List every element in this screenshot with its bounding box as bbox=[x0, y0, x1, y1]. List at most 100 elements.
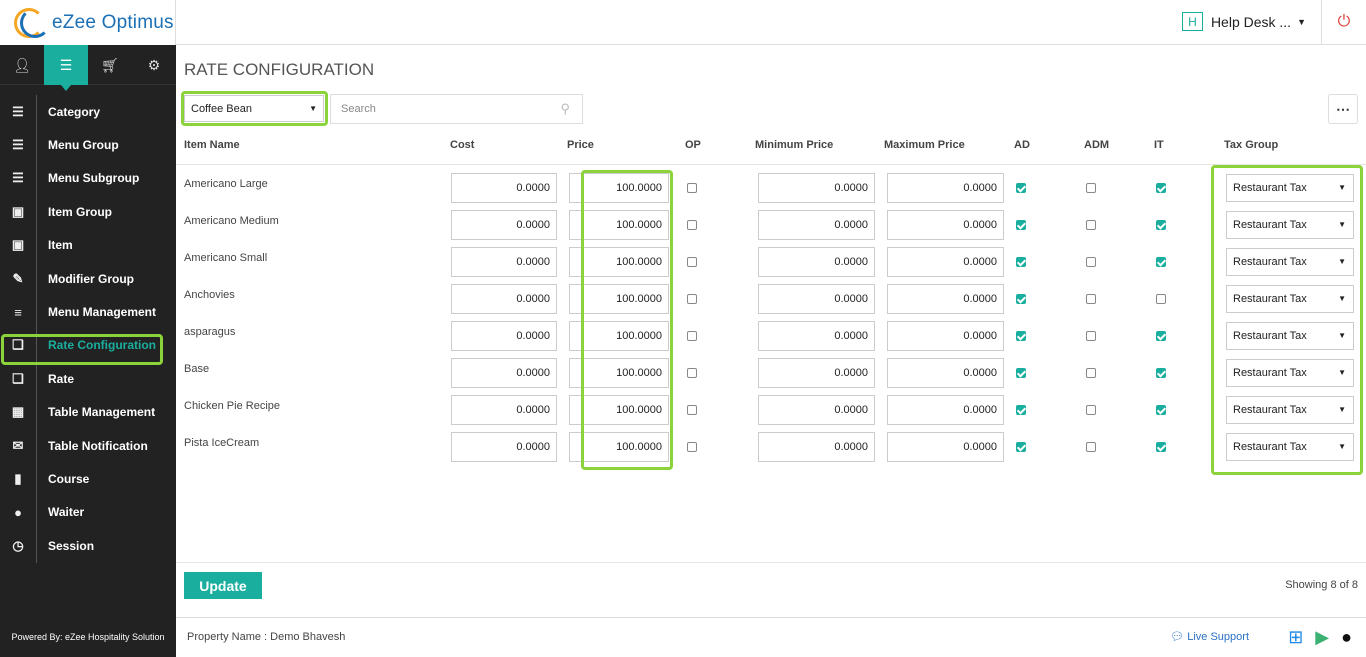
price-input[interactable]: 100.0000 bbox=[569, 395, 669, 425]
adm-checkbox[interactable] bbox=[1086, 220, 1096, 230]
op-checkbox[interactable] bbox=[687, 294, 697, 304]
adm-checkbox[interactable] bbox=[1086, 183, 1096, 193]
price-input[interactable]: 100.0000 bbox=[569, 432, 669, 462]
op-checkbox[interactable] bbox=[687, 331, 697, 341]
op-checkbox[interactable] bbox=[687, 442, 697, 452]
sidebar-item-course[interactable]: ▮ Course bbox=[0, 462, 176, 495]
app-logo[interactable]: eZee Optimus bbox=[0, 0, 176, 45]
tax-group-select[interactable]: Restaurant Tax ▼ bbox=[1226, 322, 1354, 350]
update-button[interactable]: Update bbox=[184, 572, 262, 599]
minimum-price-input[interactable]: 0.0000 bbox=[758, 432, 875, 462]
op-checkbox[interactable] bbox=[687, 405, 697, 415]
sidebar-item-waiter[interactable]: ● Waiter bbox=[0, 496, 176, 529]
maximum-price-input[interactable]: 0.0000 bbox=[887, 395, 1004, 425]
help-desk-menu[interactable]: H Help Desk ... ▼ bbox=[1181, 12, 1306, 31]
adm-checkbox[interactable] bbox=[1086, 257, 1096, 267]
minimum-price-input[interactable]: 0.0000 bbox=[758, 210, 875, 240]
live-support-link[interactable]: 💬︎ Live Support bbox=[1170, 631, 1249, 643]
ad-checkbox[interactable] bbox=[1016, 368, 1026, 378]
minimum-price-input[interactable]: 0.0000 bbox=[758, 247, 875, 277]
sidebar-item-menu-group[interactable]: ☰ Menu Group bbox=[0, 128, 176, 161]
price-input[interactable]: 100.0000 bbox=[569, 247, 669, 277]
price-input[interactable]: 100.0000 bbox=[569, 173, 669, 203]
adm-checkbox[interactable] bbox=[1086, 405, 1096, 415]
cost-input[interactable]: 0.0000 bbox=[451, 321, 557, 351]
ad-checkbox[interactable] bbox=[1016, 405, 1026, 415]
it-checkbox[interactable] bbox=[1156, 183, 1166, 193]
sidebar-item-table-notification[interactable]: ✉ Table Notification bbox=[0, 429, 176, 462]
ad-checkbox[interactable] bbox=[1016, 331, 1026, 341]
tax-group-select[interactable]: Restaurant Tax ▼ bbox=[1226, 248, 1354, 276]
maximum-price-input[interactable]: 0.0000 bbox=[887, 284, 1004, 314]
minimum-price-input[interactable]: 0.0000 bbox=[758, 358, 875, 388]
ad-checkbox[interactable] bbox=[1016, 183, 1026, 193]
tax-group-select[interactable]: Restaurant Tax ▼ bbox=[1226, 433, 1354, 461]
it-checkbox[interactable] bbox=[1156, 368, 1166, 378]
price-input[interactable]: 100.0000 bbox=[569, 284, 669, 314]
menu-icon[interactable]: ☰ bbox=[44, 45, 88, 91]
ad-checkbox[interactable] bbox=[1016, 294, 1026, 304]
it-checkbox[interactable] bbox=[1156, 405, 1166, 415]
it-checkbox[interactable] bbox=[1156, 331, 1166, 341]
maximum-price-input[interactable]: 0.0000 bbox=[887, 247, 1004, 277]
op-checkbox[interactable] bbox=[687, 220, 697, 230]
user-icon[interactable]: 👤︎ bbox=[13, 56, 31, 73]
tax-group-select[interactable]: Restaurant Tax ▼ bbox=[1226, 285, 1354, 313]
it-checkbox[interactable] bbox=[1156, 442, 1166, 452]
ad-checkbox[interactable] bbox=[1016, 442, 1026, 452]
power-icon[interactable]: ⏻ bbox=[1321, 0, 1366, 44]
sidebar-item-rate-configuration[interactable]: ❏ Rate Configuration bbox=[0, 329, 176, 362]
sidebar-item-modifier-group[interactable]: ✎ Modifier Group bbox=[0, 262, 176, 295]
adm-checkbox[interactable] bbox=[1086, 294, 1096, 304]
it-checkbox[interactable] bbox=[1156, 220, 1166, 230]
price-input[interactable]: 100.0000 bbox=[569, 358, 669, 388]
cost-input[interactable]: 0.0000 bbox=[451, 284, 557, 314]
cost-input[interactable]: 0.0000 bbox=[451, 173, 557, 203]
ad-checkbox[interactable] bbox=[1016, 257, 1026, 267]
minimum-price-input[interactable]: 0.0000 bbox=[758, 395, 875, 425]
op-checkbox[interactable] bbox=[687, 257, 697, 267]
it-checkbox[interactable] bbox=[1156, 257, 1166, 267]
it-checkbox[interactable] bbox=[1156, 294, 1166, 304]
tax-group-select[interactable]: Restaurant Tax ▼ bbox=[1226, 211, 1354, 239]
sidebar-item-menu-management[interactable]: ≡ Menu Management bbox=[0, 295, 176, 328]
cart-icon[interactable]: 🛒︎ bbox=[101, 56, 119, 73]
more-options-button[interactable]: ⋯ bbox=[1328, 94, 1358, 124]
cost-input[interactable]: 0.0000 bbox=[451, 358, 557, 388]
op-checkbox[interactable] bbox=[687, 183, 697, 193]
cost-input[interactable]: 0.0000 bbox=[451, 210, 557, 240]
cost-input[interactable]: 0.0000 bbox=[451, 247, 557, 277]
category-filter-select[interactable]: Coffee Bean ▼ bbox=[184, 95, 324, 122]
maximum-price-input[interactable]: 0.0000 bbox=[887, 173, 1004, 203]
minimum-price-input[interactable]: 0.0000 bbox=[758, 321, 875, 351]
adm-checkbox[interactable] bbox=[1086, 331, 1096, 341]
maximum-price-input[interactable]: 0.0000 bbox=[887, 358, 1004, 388]
play-store-icon[interactable]: ▶ bbox=[1315, 627, 1330, 647]
adm-checkbox[interactable] bbox=[1086, 368, 1096, 378]
minimum-price-input[interactable]: 0.0000 bbox=[758, 173, 875, 203]
cost-input[interactable]: 0.0000 bbox=[451, 395, 557, 425]
windows-icon[interactable]: ⊞ bbox=[1288, 627, 1304, 647]
maximum-price-input[interactable]: 0.0000 bbox=[887, 321, 1004, 351]
sidebar-item-item[interactable]: ▣ Item bbox=[0, 229, 176, 262]
sidebar-item-table-management[interactable]: ▦ Table Management bbox=[0, 396, 176, 429]
maximum-price-input[interactable]: 0.0000 bbox=[887, 432, 1004, 462]
price-input[interactable]: 100.0000 bbox=[569, 321, 669, 351]
tax-group-select[interactable]: Restaurant Tax ▼ bbox=[1226, 174, 1354, 202]
ad-checkbox[interactable] bbox=[1016, 220, 1026, 230]
sidebar-item-menu-subgroup[interactable]: ☰ Menu Subgroup bbox=[0, 162, 176, 195]
op-checkbox[interactable] bbox=[687, 368, 697, 378]
gear-icon[interactable]: ⚙ bbox=[147, 56, 161, 73]
sidebar-item-session[interactable]: ◷ Session bbox=[0, 529, 176, 562]
cost-input[interactable]: 0.0000 bbox=[451, 432, 557, 462]
minimum-price-input[interactable]: 0.0000 bbox=[758, 284, 875, 314]
tax-group-select[interactable]: Restaurant Tax ▼ bbox=[1226, 396, 1354, 424]
price-input[interactable]: 100.0000 bbox=[569, 210, 669, 240]
apple-icon[interactable]: ● bbox=[1341, 627, 1352, 647]
search-input[interactable]: Search ⚲ bbox=[330, 94, 583, 124]
sidebar-item-category[interactable]: ☰ Category bbox=[0, 95, 176, 128]
sidebar-item-rate[interactable]: ❏ Rate bbox=[0, 362, 176, 395]
adm-checkbox[interactable] bbox=[1086, 442, 1096, 452]
tax-group-select[interactable]: Restaurant Tax ▼ bbox=[1226, 359, 1354, 387]
sidebar-item-item-group[interactable]: ▣ Item Group bbox=[0, 195, 176, 228]
